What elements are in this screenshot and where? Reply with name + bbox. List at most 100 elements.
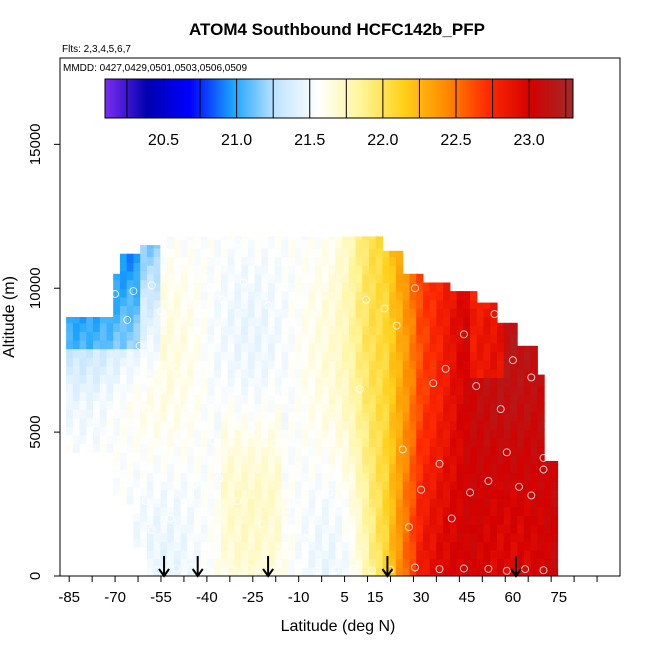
x-tick-label: 15 xyxy=(367,589,384,606)
heatmap-cell xyxy=(517,567,525,576)
sample-point xyxy=(435,565,444,574)
heatmap-cell xyxy=(274,437,283,448)
heatmap-cell xyxy=(261,386,269,396)
heatmap-cell xyxy=(315,299,323,309)
heatmap-cell xyxy=(375,420,384,430)
heatmap-cell xyxy=(523,420,532,430)
heatmap-cell xyxy=(241,541,249,551)
heatmap-cell xyxy=(113,443,121,453)
heatmap-cell xyxy=(449,317,458,327)
heatmap-cell xyxy=(301,455,309,465)
heatmap-cell xyxy=(254,342,262,353)
heatmap-cell xyxy=(295,265,303,275)
heatmap-cell xyxy=(396,489,404,499)
heatmap-cell xyxy=(389,282,397,292)
heatmap-cell xyxy=(301,247,309,258)
heatmap-cell xyxy=(335,550,343,560)
heatmap-cell xyxy=(369,498,377,508)
heatmap-cell xyxy=(86,443,94,453)
heatmap-cell xyxy=(402,299,410,309)
heatmap-cell xyxy=(194,236,202,240)
heatmap-cell xyxy=(153,506,161,517)
heatmap-cell xyxy=(335,541,343,551)
heatmap-cell xyxy=(167,532,175,542)
heatmap-cell xyxy=(113,348,121,358)
heatmap-cell xyxy=(517,455,525,465)
heatmap-cell xyxy=(146,429,155,439)
heatmap-cell xyxy=(544,515,552,525)
heatmap-cell xyxy=(362,463,370,473)
heatmap-cell xyxy=(234,342,242,353)
heatmap-cell xyxy=(328,532,336,542)
heatmap-cell xyxy=(200,567,209,576)
heatmap-cell xyxy=(126,296,134,307)
heatmap-cell xyxy=(396,455,404,465)
heatmap-cell xyxy=(247,420,256,430)
heatmap-cell xyxy=(247,429,256,439)
heatmap-cell xyxy=(207,506,215,517)
heatmap-cell xyxy=(483,325,491,335)
heatmap-cell xyxy=(369,236,377,240)
heatmap-cell xyxy=(550,506,559,517)
heatmap-cell xyxy=(126,460,134,471)
heatmap-cell xyxy=(396,308,404,318)
heatmap-cell xyxy=(449,420,458,430)
heatmap-cell xyxy=(476,412,485,422)
heatmap-cell xyxy=(396,506,404,517)
heatmap-cell xyxy=(375,342,384,353)
heatmap-cell xyxy=(416,429,424,439)
heatmap-cell xyxy=(234,236,242,240)
heatmap-cell xyxy=(308,394,316,404)
heatmap-cell xyxy=(207,446,215,456)
heatmap-cell xyxy=(463,515,471,525)
heatmap-cell xyxy=(315,463,323,473)
heatmap-cell xyxy=(173,532,182,542)
heatmap-cell xyxy=(133,486,141,496)
heatmap-cell xyxy=(328,524,336,534)
heatmap-cell xyxy=(490,481,498,491)
heatmap-cell xyxy=(180,342,188,353)
heatmap-cell xyxy=(335,273,343,283)
heatmap-cell xyxy=(221,386,229,396)
heatmap-cell xyxy=(106,417,114,427)
heatmap-cell xyxy=(348,247,357,258)
heatmap-cell xyxy=(247,299,256,309)
heatmap-cell xyxy=(167,334,175,344)
heatmap-cell xyxy=(362,412,370,422)
heatmap-cell xyxy=(66,435,74,445)
heatmap-cell xyxy=(497,420,505,430)
heatmap-cell xyxy=(456,420,464,430)
heatmap-cell xyxy=(126,426,134,436)
heatmap-cell xyxy=(214,386,222,396)
heatmap-cell xyxy=(241,239,249,249)
heatmap-cell xyxy=(146,558,155,568)
heatmap-cell xyxy=(268,394,276,404)
heatmap-cell xyxy=(86,391,94,401)
heatmap-cell xyxy=(550,550,559,560)
heatmap-cell xyxy=(113,486,121,496)
heatmap-cell xyxy=(140,443,148,453)
heatmap-cell xyxy=(476,455,485,465)
heatmap-cell xyxy=(375,541,384,551)
heatmap-cell xyxy=(227,282,235,292)
heatmap-cell xyxy=(153,541,161,551)
heatmap-cell xyxy=(429,489,437,499)
heatmap-cell xyxy=(389,550,397,560)
heatmap-cell xyxy=(422,342,431,353)
sample-point xyxy=(331,565,340,574)
heatmap-cell xyxy=(321,455,330,465)
heatmap-cell xyxy=(328,291,336,301)
heatmap-cell xyxy=(416,351,424,361)
heatmap-cell xyxy=(146,437,155,448)
heatmap-cell xyxy=(537,463,545,473)
heatmap-cell xyxy=(200,429,209,439)
heatmap-cell xyxy=(234,308,242,318)
heatmap-cell xyxy=(429,299,437,309)
heatmap-cell xyxy=(113,391,121,401)
heatmap-cell xyxy=(483,463,491,473)
heatmap-cell xyxy=(523,524,532,534)
heatmap-cell xyxy=(355,532,363,542)
heatmap-cell xyxy=(389,377,397,387)
heatmap-cell xyxy=(160,420,168,430)
heatmap-cell xyxy=(241,236,249,240)
